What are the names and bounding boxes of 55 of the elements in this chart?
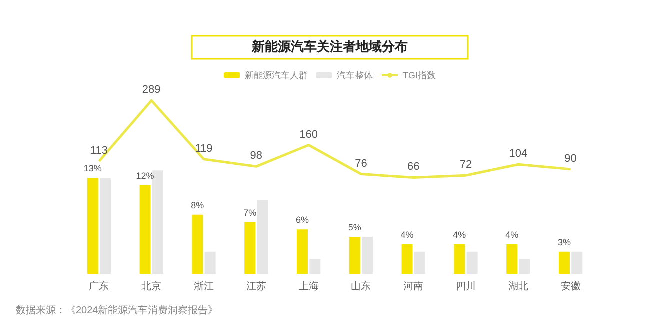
bar bbox=[244, 222, 256, 274]
bar bbox=[204, 252, 216, 274]
data-label: 13% bbox=[84, 163, 102, 174]
x-tick-label: 浙江 bbox=[194, 280, 214, 292]
data-label: 7% bbox=[244, 208, 257, 218]
bar bbox=[572, 252, 583, 274]
bar bbox=[349, 237, 360, 274]
data-label: 4% bbox=[400, 230, 414, 240]
bar bbox=[87, 178, 98, 274]
data-label: 8% bbox=[191, 200, 204, 210]
bar bbox=[257, 200, 268, 274]
bar bbox=[466, 252, 478, 274]
bar bbox=[140, 185, 151, 274]
data-label: 160 bbox=[300, 128, 318, 141]
bar bbox=[296, 230, 308, 274]
chart-title: 新能源汽车关注者地域分布 bbox=[251, 39, 408, 55]
data-label: 119 bbox=[195, 142, 213, 155]
data-label: 5% bbox=[348, 222, 362, 233]
bar bbox=[152, 170, 164, 274]
data-label: 3% bbox=[558, 237, 571, 248]
x-tick-label: 河南 bbox=[404, 280, 424, 292]
data-label: 113 bbox=[90, 144, 108, 157]
data-label: 72 bbox=[460, 159, 472, 172]
bar bbox=[402, 244, 413, 274]
x-tick-label: 山东 bbox=[351, 280, 372, 292]
data-label: 98 bbox=[250, 150, 263, 162]
data-label: 90 bbox=[564, 152, 577, 165]
bar bbox=[454, 244, 466, 274]
data-label: 66 bbox=[407, 161, 420, 174]
data-label: 289 bbox=[142, 84, 161, 96]
data-label: 4% bbox=[506, 230, 519, 240]
bar bbox=[192, 214, 204, 274]
bar bbox=[519, 259, 530, 274]
x-tick-label: 北京 bbox=[142, 280, 162, 292]
data-label: 6% bbox=[296, 215, 309, 226]
data-label: 4% bbox=[453, 230, 466, 240]
source-note: 数据来源：《2024新能源汽车消费洞察报告》 bbox=[16, 304, 218, 316]
x-tick-label: 四川 bbox=[456, 280, 476, 292]
bar bbox=[310, 259, 321, 274]
x-tick-label: 江苏 bbox=[246, 280, 266, 292]
legend-label: 新能源汽车人群 bbox=[245, 70, 308, 80]
bar bbox=[100, 178, 112, 274]
bar bbox=[558, 252, 570, 274]
data-label: 12% bbox=[136, 170, 154, 181]
data-label: 104 bbox=[509, 148, 528, 160]
legend-label: TGI指数 bbox=[403, 70, 436, 80]
data-label: 76 bbox=[355, 158, 368, 170]
x-tick-label: 广东 bbox=[89, 280, 110, 292]
bar bbox=[506, 244, 518, 274]
bar bbox=[414, 252, 426, 274]
x-tick-label: 安徽 bbox=[560, 280, 581, 292]
x-tick-label: 湖北 bbox=[508, 280, 528, 292]
legend-label: 汽车整体 bbox=[337, 70, 373, 80]
x-tick-label: 上海 bbox=[298, 280, 319, 292]
bar bbox=[362, 237, 374, 274]
